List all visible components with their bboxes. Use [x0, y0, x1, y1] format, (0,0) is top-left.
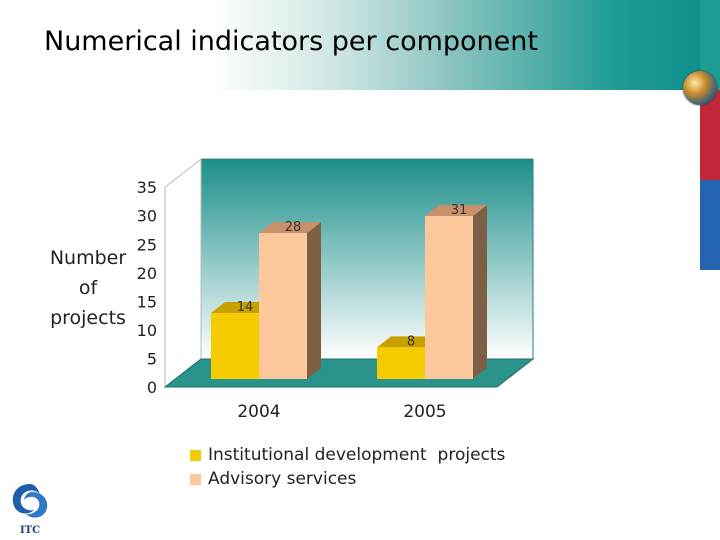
bar-top: [211, 302, 273, 314]
itc-logo-text: ITC: [20, 525, 40, 536]
legend: Institutional development projects Advis…: [190, 443, 505, 491]
bar-top: [259, 222, 321, 234]
bar-side: [307, 222, 321, 379]
x-tick-label: 2004: [237, 402, 280, 422]
x-tick-label: 2005: [403, 402, 446, 422]
bar-front: [377, 347, 425, 379]
itc-logo: ITC: [12, 484, 48, 536]
legend-swatch: [190, 449, 201, 461]
bar-data-label: 31: [451, 203, 468, 218]
bar: [259, 222, 321, 379]
y-tick-label: 0: [147, 378, 157, 397]
legend-item: Institutional development projects: [190, 443, 505, 467]
y-tick-label: 25: [137, 235, 157, 254]
bar-front: [425, 215, 473, 379]
legend-swatch: [190, 473, 201, 485]
y-axis-label-line: projects: [50, 307, 126, 329]
y-tick-label: 5: [147, 349, 157, 368]
bar-top: [425, 204, 487, 216]
bar-data-label: 14: [237, 300, 254, 315]
y-axis-label-line: of: [78, 277, 98, 299]
y-axis-label: Number of projects: [40, 243, 136, 333]
bar-top: [377, 336, 439, 348]
bar-front: [259, 233, 307, 379]
bar-side: [473, 204, 487, 379]
bar-data-label: 8: [407, 334, 415, 349]
bar: [211, 302, 273, 379]
brand-strip-teal: [700, 0, 720, 90]
bar-front: [211, 313, 259, 379]
bar-data-label: 28: [285, 220, 302, 235]
legend-label: Institutional development projects: [208, 445, 506, 465]
y-tick-label: 15: [137, 292, 157, 311]
y-tick-label: 30: [137, 207, 157, 226]
bar: [425, 204, 487, 379]
page-title: Numerical indicators per component: [44, 26, 538, 57]
globe-icon: [683, 71, 717, 105]
y-tick-label: 35: [137, 178, 157, 197]
y-tick-label: 10: [137, 321, 157, 340]
brand-strip-red: [700, 90, 720, 180]
legend-item: Advisory services: [190, 467, 505, 491]
title-bar: [0, 0, 700, 90]
y-tick-label: 20: [137, 264, 157, 283]
legend-label: Advisory services: [208, 469, 357, 489]
y-axis-label-line: Number: [49, 247, 127, 269]
brand-strip-blue: [700, 180, 720, 270]
chart-side-wall: [164, 158, 202, 389]
